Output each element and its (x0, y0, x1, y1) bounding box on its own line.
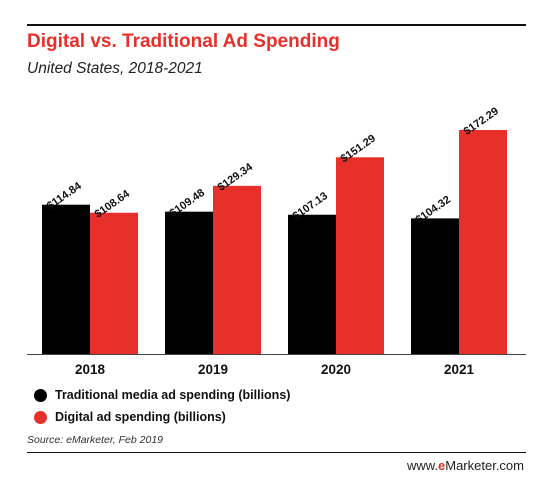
bar-digital-2020 (336, 157, 384, 354)
x-tick-label-2021: 2021 (444, 362, 475, 377)
bar-digital-2021 (459, 130, 507, 354)
source-note: Source: eMarketer, Feb 2019 (27, 434, 163, 446)
bar-traditional-2021 (411, 218, 459, 354)
x-tick-label-2018: 2018 (75, 362, 106, 377)
top-rule (27, 24, 526, 26)
legend-swatch-traditional (34, 388, 47, 402)
legend-item-digital: Digital ad spending (billions) (34, 410, 226, 424)
legend-swatch-digital (34, 410, 47, 424)
brand-link[interactable]: www.eMarketer.com (407, 458, 524, 473)
bar-digital-2019 (213, 185, 261, 354)
bar-traditional-2018 (42, 204, 90, 354)
chart-title: Digital vs. Traditional Ad Spending (27, 31, 340, 52)
chart-subtitle: United States, 2018-2021 (27, 60, 203, 77)
bar-traditional-2019 (165, 211, 213, 354)
brand-prefix: www. (406, 458, 439, 473)
bar-traditional-2020 (288, 214, 336, 354)
x-tick-label-2019: 2019 (198, 362, 228, 377)
legend-item-traditional: Traditional media ad spending (billions) (34, 388, 290, 402)
legend-label-traditional: Traditional media ad spending (billions) (55, 388, 291, 402)
legend-label-digital: Digital ad spending (billions) (55, 410, 226, 424)
x-tick-label-2020: 2020 (321, 362, 351, 377)
bottom-rule (27, 452, 526, 453)
brand-e: e (438, 458, 446, 473)
brand-rest: Marketer.com (445, 458, 524, 473)
bar-digital-2018 (90, 212, 138, 354)
